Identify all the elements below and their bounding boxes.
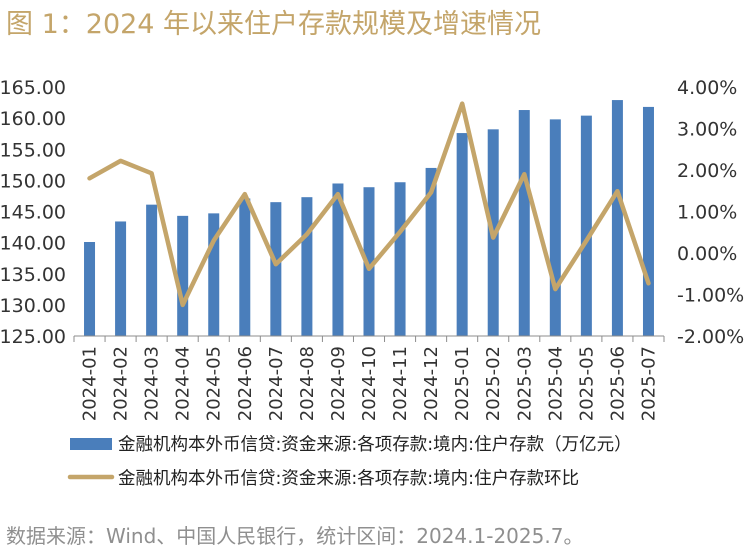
left-axis-tick-label: 125.00 [0, 326, 66, 348]
bar-2024-12 [425, 167, 437, 336]
bar-2024-10 [363, 187, 375, 336]
x-axis-tick-label: 2025-06 [607, 346, 628, 421]
bar-2024-05 [208, 213, 220, 336]
x-axis-tick-label: 2025-01 [452, 346, 473, 421]
left-axis-tick-label: 130.00 [0, 295, 66, 317]
x-axis-tick-label: 2024-10 [359, 346, 380, 421]
axes [73, 335, 665, 342]
bar-2024-08 [301, 197, 313, 336]
bar-2024-09 [332, 183, 344, 336]
bar-2024-06 [239, 198, 251, 336]
x-axis-tick-label: 2024-05 [204, 346, 225, 421]
left-axis-tick-label: 160.00 [0, 108, 66, 130]
right-axis-tick-label: 1.00% [677, 202, 737, 224]
bar-2024-02 [115, 221, 127, 336]
x-axis-tick-label: 2025-07 [638, 346, 659, 421]
legend-bar-swatch [70, 438, 112, 450]
x-axis-tick-label: 2025-03 [514, 346, 535, 421]
x-axis-tick-label: 2024-06 [235, 346, 256, 421]
bar-2024-03 [146, 204, 158, 336]
bar-2025-05 [580, 115, 592, 336]
x-axis-tick-label: 2024-12 [421, 346, 442, 421]
bar-2025-04 [549, 119, 561, 337]
legend-bar-label: 金融机构本外币信贷:资金来源:各项存款:境内:住户存款（万亿元） [118, 435, 632, 455]
x-axis-tick-label: 2024-03 [142, 346, 163, 421]
x-axis-tick-label: 2024-01 [80, 346, 101, 421]
right-axis-tick-label: 4.00% [677, 77, 737, 99]
x-axis-tick-label: 2025-05 [576, 346, 597, 421]
chart: 165.00 160.00 155.00 150.00 145.00 140.00 135.… [0, 77, 744, 489]
bar-2024-11 [394, 182, 406, 336]
left-axis-tick-label: 155.00 [0, 139, 66, 161]
x-axis-tick-label: 2024-08 [297, 346, 318, 421]
figure-title: 图 1：2024 年以来住户存款规模及增速情况 [6, 9, 542, 40]
legend-line-label: 金融机构本外币信贷:资金来源:各项存款:境内:住户存款环比 [118, 469, 579, 489]
x-axis-tick-label: 2025-02 [483, 346, 504, 421]
x-axis-tick-label: 2024-09 [328, 346, 349, 421]
bar-2025-03 [518, 110, 530, 336]
left-axis-tick-label: 145.00 [0, 202, 66, 224]
x-axis-tick-label: 2024-11 [390, 346, 411, 421]
bar-2025-06 [611, 100, 623, 336]
left-axis-tick-label: 140.00 [0, 233, 66, 255]
x-axis-ticks: 2024-01 2024-02 2024-03 2024-04 2024-05 2024-… [80, 346, 660, 421]
left-axis-tick-label: 165.00 [0, 77, 66, 99]
x-axis-tick-label: 2024-02 [111, 346, 132, 421]
x-axis-tick-label: 2024-07 [266, 346, 287, 421]
bar-2024-04 [177, 215, 189, 336]
x-axis-tick-label: 2025-04 [545, 346, 566, 421]
bar-2024-07 [270, 202, 282, 336]
right-axis-tick-label: 3.00% [677, 119, 737, 141]
right-axis-tick-label: -2.00% [677, 326, 744, 348]
bar-2025-07 [642, 106, 654, 336]
left-axis-ticks: 165.00 160.00 155.00 150.00 145.00 140.00 135.… [0, 77, 66, 348]
legend: 金融机构本外币信贷:资金来源:各项存款:境内:住户存款（万亿元） 金融机构本外币… [67, 435, 632, 489]
right-axis-tick-label: -1.00% [677, 285, 744, 307]
bar-2025-01 [456, 133, 468, 336]
left-axis-tick-label: 150.00 [0, 170, 66, 192]
right-axis-ticks: 4.00% 3.00% 2.00% 1.00% 0.00% -1.00% -2.00% [677, 77, 744, 348]
left-axis-tick-label: 135.00 [0, 264, 66, 286]
line-series [87, 101, 651, 308]
source-note: 数据来源：Wind、中国人民银行，统计区间：2024.1-2025.7。 [6, 524, 584, 548]
right-axis-tick-label: 0.00% [677, 243, 737, 265]
bar-2024-01 [84, 242, 96, 336]
x-axis-tick-label: 2024-04 [173, 346, 194, 421]
right-axis-tick-label: 2.00% [677, 160, 737, 182]
bar-series [84, 100, 654, 337]
